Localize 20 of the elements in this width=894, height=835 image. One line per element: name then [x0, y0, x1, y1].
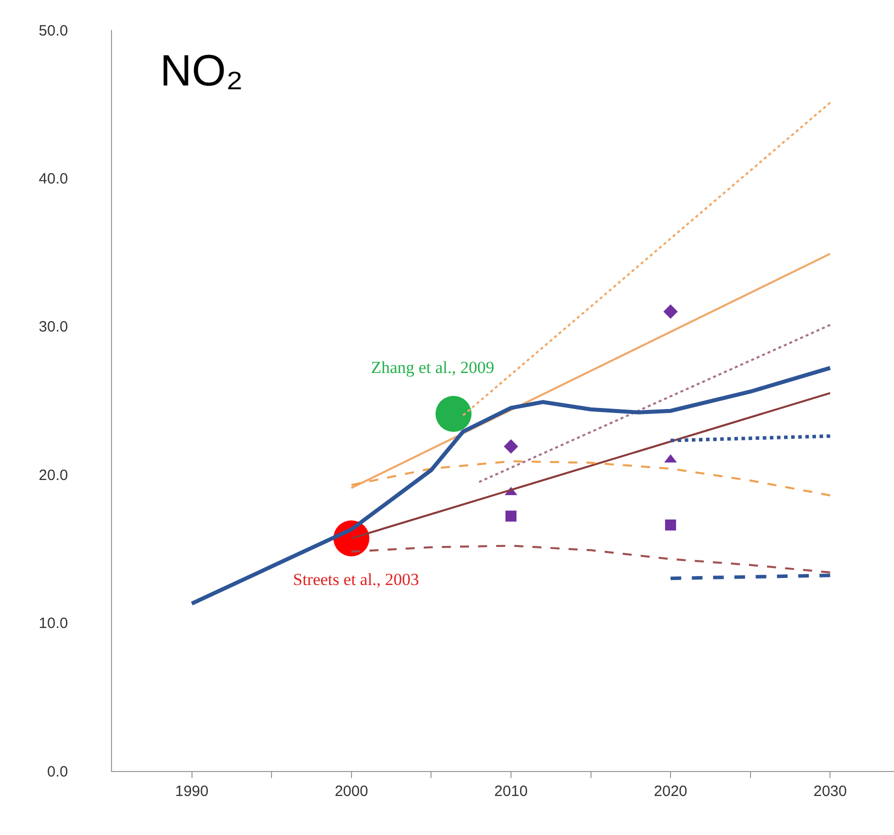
y-tick-label: 20.0 — [38, 466, 68, 484]
x-tick-label: 2000 — [334, 783, 368, 800]
line-series — [350, 460, 832, 496]
chart-title: NO₂ — [160, 46, 244, 96]
x-tick-label: 2010 — [494, 783, 528, 800]
point — [505, 510, 516, 522]
y-tick-label: 40.0 — [38, 170, 68, 188]
x-tick-label: 1990 — [175, 783, 208, 800]
point — [663, 304, 678, 319]
annotation: Zhang et al., 2009 — [371, 358, 494, 377]
point — [665, 519, 676, 530]
x-tick-label: 2020 — [654, 783, 688, 800]
y-tick-label: 10.0 — [38, 615, 68, 632]
y-tick-label: 30.0 — [38, 318, 68, 336]
y-tick-label: 50.0 — [38, 22, 68, 40]
annotation: Streets et al., 2003 — [293, 570, 420, 589]
y-tick-label: 0.0 — [47, 763, 68, 780]
x-tick-label: 2030 — [813, 783, 847, 800]
point — [436, 396, 472, 432]
point — [504, 439, 518, 454]
